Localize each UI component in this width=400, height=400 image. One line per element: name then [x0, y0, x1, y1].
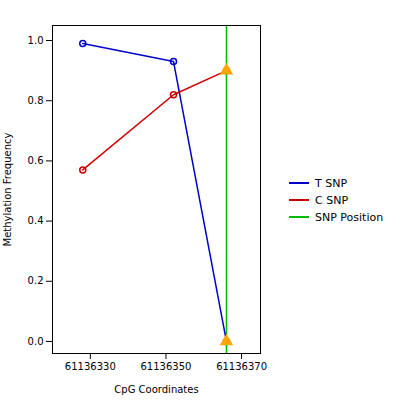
svg-text:0.0: 0.0	[28, 336, 44, 347]
svg-text:Methylation Frequency: Methylation Frequency	[2, 132, 13, 246]
html-text:C SNP: C SNP	[315, 193, 348, 207]
svg-text:0.8: 0.8	[28, 95, 44, 106]
svg-text:1.0: 1.0	[28, 35, 44, 46]
svg-text:0.4: 0.4	[28, 215, 44, 226]
svg-text:CpG Coordinates: CpG Coordinates	[114, 384, 198, 395]
svg-text:0.6: 0.6	[28, 155, 44, 166]
svg-text:0.2: 0.2	[28, 275, 44, 286]
html-text:SNP Position: SNP Position	[315, 210, 384, 224]
svg-text:61136350: 61136350	[141, 361, 192, 372]
html-text:T SNP: T SNP	[315, 176, 348, 190]
svg-text:61136330: 61136330	[65, 361, 116, 372]
svg-text:61136370: 61136370	[216, 361, 267, 372]
